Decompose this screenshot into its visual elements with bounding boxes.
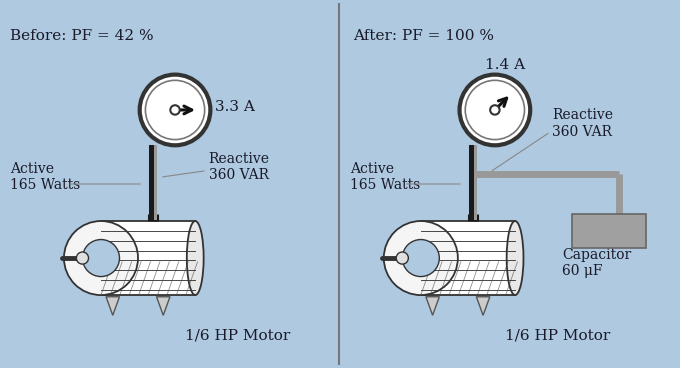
FancyBboxPatch shape <box>150 145 157 220</box>
Text: Before: PF = 42 %: Before: PF = 42 % <box>10 29 154 43</box>
Circle shape <box>139 75 210 145</box>
Polygon shape <box>106 297 120 315</box>
FancyBboxPatch shape <box>469 145 477 220</box>
Text: Active
165 Watts: Active 165 Watts <box>350 162 420 192</box>
Circle shape <box>170 105 180 115</box>
Circle shape <box>396 252 409 264</box>
Text: 1/6 HP Motor: 1/6 HP Motor <box>185 329 290 343</box>
Text: 1.4 A: 1.4 A <box>485 57 525 71</box>
Circle shape <box>82 240 120 277</box>
Ellipse shape <box>187 221 203 295</box>
FancyBboxPatch shape <box>154 145 156 220</box>
Circle shape <box>384 221 458 295</box>
Text: Capacitor
60 μF: Capacitor 60 μF <box>562 248 632 278</box>
Circle shape <box>403 240 439 277</box>
Polygon shape <box>156 297 170 315</box>
FancyBboxPatch shape <box>474 145 477 220</box>
Ellipse shape <box>507 221 524 295</box>
Circle shape <box>76 252 88 264</box>
Polygon shape <box>477 297 490 315</box>
Text: 1/6 HP Motor: 1/6 HP Motor <box>505 329 610 343</box>
FancyBboxPatch shape <box>421 221 515 295</box>
Circle shape <box>64 221 138 295</box>
Text: 3.3 A: 3.3 A <box>216 100 255 114</box>
Polygon shape <box>426 297 439 315</box>
FancyBboxPatch shape <box>573 214 646 248</box>
Text: Reactive
360 VAR: Reactive 360 VAR <box>209 152 270 182</box>
Text: Reactive
360 VAR: Reactive 360 VAR <box>552 108 613 138</box>
Text: After: PF = 100 %: After: PF = 100 % <box>354 29 494 43</box>
Circle shape <box>490 105 500 115</box>
Text: Active
165 Watts: Active 165 Watts <box>10 162 80 192</box>
FancyBboxPatch shape <box>101 221 195 295</box>
Circle shape <box>460 75 530 145</box>
